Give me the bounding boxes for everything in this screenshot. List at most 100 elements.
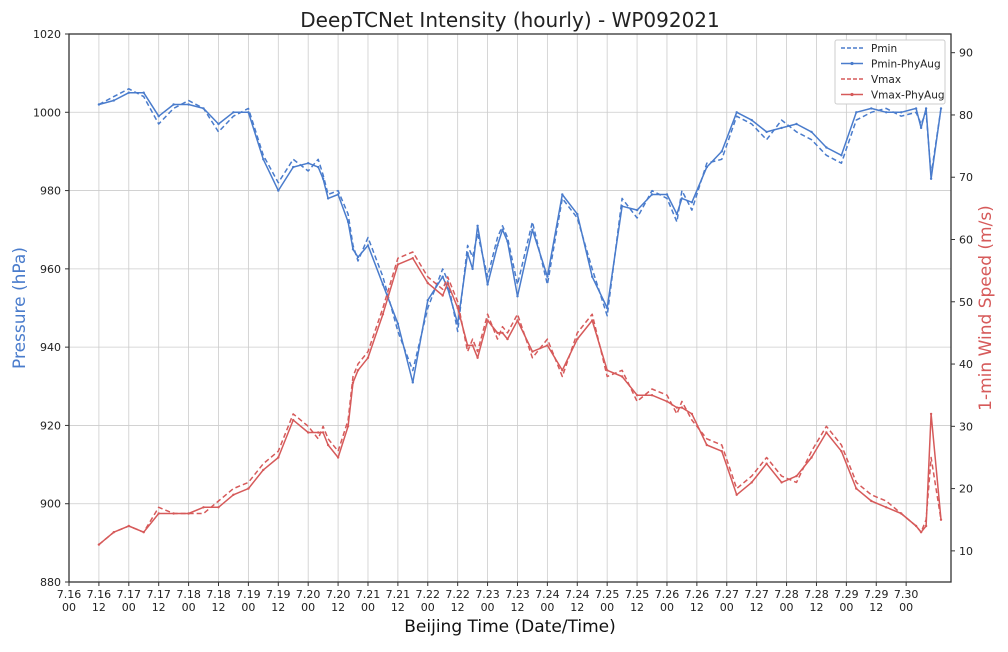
x-tick-label-time: 00 [660, 601, 674, 614]
x-tick-label-time: 12 [331, 601, 345, 614]
data-point [486, 319, 489, 322]
series-line-pmin [98, 88, 942, 372]
data-point [561, 193, 564, 196]
x-tick-label-time: 00 [780, 601, 794, 614]
left-y-tick-label: 920 [40, 419, 61, 432]
legend-label: Vmax [871, 74, 901, 86]
data-point [506, 337, 509, 341]
data-point [157, 512, 160, 515]
x-tick-label-date: 7.29 [864, 588, 889, 601]
data-point [675, 212, 679, 216]
data-point [765, 462, 768, 465]
data-point [501, 228, 504, 231]
data-point [900, 111, 903, 114]
data-point [307, 431, 310, 434]
data-point [326, 197, 330, 200]
series-line-pmin-phyaug [98, 91, 942, 384]
data-point [336, 456, 340, 459]
data-point [870, 107, 873, 110]
data-point [217, 506, 220, 509]
tick-layer: 7.16007.16127.17007.17127.18007.18127.19… [33, 28, 973, 614]
data-point [247, 111, 250, 114]
x-tick-label-date: 7.22 [445, 588, 470, 601]
x-tick-label-date: 7.24 [565, 588, 590, 601]
x-tick-label-time: 12 [391, 601, 405, 614]
data-point [336, 193, 340, 196]
data-point [795, 122, 798, 126]
data-point [411, 381, 414, 384]
plot-frame [68, 33, 952, 583]
data-point [381, 313, 385, 316]
x-tick-label-date: 7.16 [87, 588, 112, 601]
x-tick-label-date: 7.17 [117, 588, 142, 601]
legend-marker [850, 61, 854, 66]
left-y-tick-label: 1020 [33, 28, 61, 41]
x-tick-label-time: 00 [62, 601, 76, 614]
data-point [516, 319, 519, 322]
x-tick-label-date: 7.18 [206, 588, 231, 601]
data-point [112, 99, 116, 102]
legend-label: Pmin [871, 43, 897, 55]
data-point [97, 103, 101, 106]
data-point [471, 344, 474, 347]
data-point [317, 165, 320, 169]
data-point [277, 189, 280, 192]
data-point [97, 543, 101, 546]
data-point [705, 443, 708, 447]
right-y-tick-label: 30 [959, 420, 973, 433]
data-point [914, 524, 918, 528]
data-point [411, 257, 414, 260]
data-point [516, 295, 519, 298]
right-y-tick-label: 80 [959, 109, 973, 122]
x-tick-label-date: 7.20 [326, 588, 351, 601]
data-point [172, 512, 175, 515]
data-point [855, 111, 858, 114]
data-point [396, 263, 400, 266]
data-point [680, 197, 684, 200]
x-tick-label-time: 00 [720, 601, 734, 614]
x-tick-label-time: 00 [182, 601, 196, 614]
x-tick-label-date: 7.23 [505, 588, 530, 601]
data-point [247, 487, 250, 490]
data-point [914, 107, 918, 110]
data-point [825, 146, 828, 149]
data-point [351, 381, 355, 384]
legend-label: Pmin-PhyAug [871, 59, 941, 71]
data-point [456, 322, 459, 325]
data-point [561, 369, 564, 372]
x-tick-label-date: 7.25 [595, 588, 620, 601]
data-point [381, 283, 385, 286]
data-point [446, 281, 449, 285]
x-tick-label-time: 00 [540, 601, 554, 614]
x-tick-label-time: 00 [361, 601, 375, 614]
data-point [262, 158, 265, 161]
x-tick-label-date: 7.16 [57, 588, 82, 601]
data-point [157, 115, 160, 118]
data-point [112, 531, 116, 534]
x-tick-label-date: 7.25 [625, 588, 650, 601]
data-point [750, 481, 753, 484]
data-point [780, 481, 783, 484]
data-point [929, 177, 933, 180]
data-point [750, 118, 753, 122]
data-point [650, 193, 654, 196]
data-point [496, 331, 499, 335]
x-tick-label-time: 12 [211, 601, 225, 614]
grid-layer [68, 33, 951, 583]
data-point [351, 248, 355, 251]
data-point [441, 294, 444, 297]
x-tick-label-date: 7.26 [685, 588, 710, 601]
data-point [900, 512, 903, 515]
x-tick-label-time: 12 [630, 601, 644, 614]
data-point [202, 506, 205, 509]
data-point [919, 126, 923, 130]
data-point [307, 162, 310, 165]
data-point [705, 165, 708, 169]
left-y-tick-label: 1000 [33, 106, 61, 119]
x-tick-label-time: 00 [122, 601, 136, 614]
x-tick-label-date: 7.18 [176, 588, 201, 601]
legend: Pmin Pmin-PhyAug Vmax Vmax-PhyAug [834, 39, 946, 105]
left-y-tick-label: 880 [40, 576, 61, 589]
